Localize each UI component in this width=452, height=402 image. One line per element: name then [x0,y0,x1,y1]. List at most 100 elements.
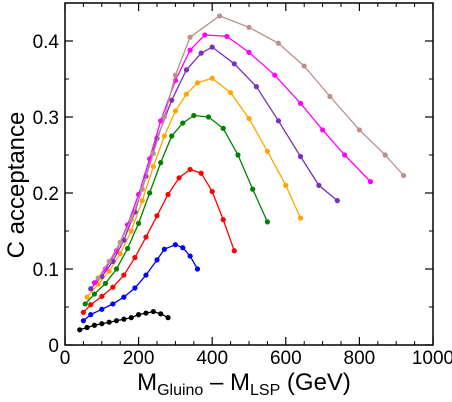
y-tick-label: 0 [48,336,59,357]
data-point [151,164,156,169]
data-point [173,108,178,113]
data-point [302,63,307,68]
data-point [140,187,145,192]
data-point [129,217,134,222]
data-point [283,183,288,188]
series-3 [83,113,270,307]
data-point [232,248,237,253]
data-point [114,318,119,323]
x-tick-label: 400 [196,348,228,369]
data-point [88,286,93,291]
data-point [136,221,141,226]
x-axis-title-part: – M [203,369,250,396]
data-point [202,32,207,37]
data-point [265,149,270,154]
data-point [383,152,388,157]
y-tick-label: 0.3 [33,108,59,129]
data-point [224,34,229,39]
data-point [298,101,303,106]
data-point [316,183,321,188]
data-point [129,315,134,320]
data-point [232,61,237,66]
data-point [210,76,215,81]
data-point [195,80,200,85]
x-tick-label: 600 [270,348,302,369]
data-point [143,234,148,239]
data-point [132,285,137,290]
data-point [158,160,163,165]
data-point [92,280,97,285]
data-point [184,92,189,97]
data-point [96,276,101,281]
data-point [118,240,123,245]
data-point [327,94,332,99]
data-point [84,325,89,330]
data-point [169,133,174,138]
data-point [121,317,126,322]
data-point [368,179,373,184]
data-point [246,116,251,121]
data-point [188,35,193,40]
data-point [188,48,193,53]
data-point [92,291,97,296]
data-point [210,44,215,49]
data-point [121,295,126,300]
data-point [206,114,211,119]
x-tick-label: 200 [123,348,155,369]
data-point [99,307,104,312]
data-point [195,266,200,271]
data-point [132,255,137,260]
data-point [250,187,255,192]
data-point [125,246,130,251]
data-point [276,41,281,46]
x-axis-title-subscript: LSP [250,382,280,399]
y-tick-label: 0.1 [33,260,59,281]
data-point [254,84,259,89]
series-line [98,16,404,278]
data-point [235,152,240,157]
data-point [199,171,204,176]
y-tick-label: 0.2 [33,184,59,205]
data-point [176,175,181,180]
data-point [357,127,362,132]
data-point [121,272,126,277]
data-point [143,272,148,277]
series-5 [88,44,340,291]
data-point [88,312,93,317]
x-axis-title-part: M [137,369,157,396]
data-point [165,315,170,320]
series-line [85,116,267,305]
data-point [107,259,112,264]
plot-axes: 0 200 400 600 800 1000 0 0.1 0.2 0.3 0.4 [33,3,452,369]
series-line [91,47,337,289]
data-point [81,310,86,315]
data-point [173,73,178,78]
data-point [199,51,204,56]
data-point [129,228,134,233]
data-point [147,190,152,195]
data-point [180,120,185,125]
data-point [320,127,325,132]
x-tick-label: 800 [344,348,376,369]
x-axis-title-part: (GeV) [280,369,351,396]
data-point [143,310,148,315]
data-point [173,242,178,247]
data-point [184,67,189,72]
series-2 [81,167,237,315]
data-point [110,301,115,306]
x-tick-label: 0 [60,348,71,369]
data-point [154,213,159,218]
data-point [84,295,89,300]
data-point [83,301,88,306]
data-point [99,294,104,299]
data-point [221,217,226,222]
data-point [151,151,156,156]
data-point [103,281,108,286]
data-point [88,302,93,307]
data-point [162,114,167,119]
data-point [335,198,340,203]
data-point [342,152,347,157]
data-point [154,257,159,262]
data-point [136,312,141,317]
